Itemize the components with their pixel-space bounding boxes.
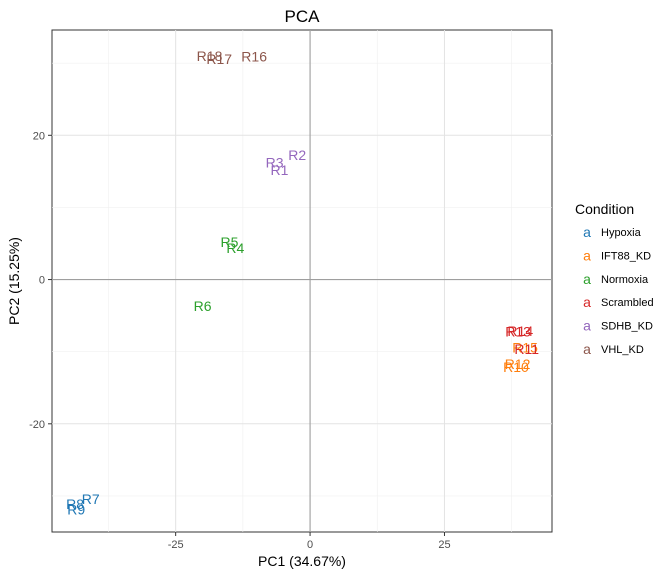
- y-axis-ticks: -20 0 20: [29, 130, 52, 431]
- point-label-r11: R11: [514, 341, 539, 357]
- legend-item-ift88_kd: a IFT88_KD: [583, 247, 651, 263]
- x-tick-label: 0: [307, 539, 313, 551]
- point-label-r7: R7: [82, 491, 100, 507]
- point-label-r9: R9: [67, 502, 85, 518]
- y-tick-label: -20: [29, 419, 45, 431]
- point-label-r16: R16: [241, 49, 267, 65]
- chart-title: PCA: [285, 7, 321, 26]
- legend-title: Condition: [575, 201, 634, 217]
- point-label-r18: R18: [197, 48, 223, 64]
- legend-label: IFT88_KD: [601, 250, 651, 262]
- minor-gridlines: [52, 30, 552, 532]
- y-tick-label: 20: [33, 130, 45, 142]
- legend-item-vhl_kd: a VHL_KD: [583, 341, 644, 357]
- legend-item-scrambled: a Scrambled: [583, 294, 653, 310]
- legend-key-glyph: a: [583, 318, 591, 334]
- legend-key-glyph: a: [583, 341, 591, 357]
- point-label-r15: R15: [512, 339, 538, 355]
- point-label-r13: R13: [505, 323, 531, 339]
- legend-label: SDHB_KD: [601, 321, 653, 333]
- legend-label: Normoxia: [601, 274, 649, 286]
- x-tick-label: 25: [438, 539, 450, 551]
- zero-lines: [52, 30, 552, 532]
- legend-key-glyph: a: [583, 247, 591, 263]
- point-label-r1: R1: [270, 162, 288, 178]
- legend-item-normoxia: a Normoxia: [583, 271, 649, 287]
- point-label-r4: R4: [226, 240, 244, 256]
- legend-label: Scrambled: [601, 297, 654, 309]
- plot-panel: [51, 29, 553, 533]
- legend-key-glyph: a: [583, 224, 591, 240]
- x-axis-label: PC1 (34.67%): [258, 553, 346, 569]
- legend-label: VHL_KD: [601, 344, 644, 356]
- point-label-r5: R5: [220, 234, 238, 250]
- x-axis-ticks: -25 0 25: [168, 532, 451, 551]
- point-label-r12: R12: [505, 356, 531, 372]
- legend-key-glyph: a: [583, 271, 591, 287]
- x-tick-label: -25: [168, 539, 184, 551]
- y-tick-label: 0: [39, 275, 45, 287]
- point-label-r8: R8: [66, 496, 84, 512]
- point-label-r6: R6: [194, 298, 212, 314]
- point-label-r14: R14: [507, 323, 533, 339]
- point-label-r10: R10: [503, 359, 529, 375]
- y-axis-label: PC2 (15.25%): [6, 237, 22, 325]
- legend-key-glyph: a: [583, 294, 591, 310]
- point-label-r17: R17: [206, 51, 232, 67]
- legend-label: Hypoxia: [601, 227, 642, 239]
- point-label-r3: R3: [266, 155, 284, 171]
- point-label-r2: R2: [288, 147, 306, 163]
- legend-item-hypoxia: a Hypoxia: [583, 224, 642, 240]
- legend-item-sdhb_kd: a SDHB_KD: [583, 318, 653, 334]
